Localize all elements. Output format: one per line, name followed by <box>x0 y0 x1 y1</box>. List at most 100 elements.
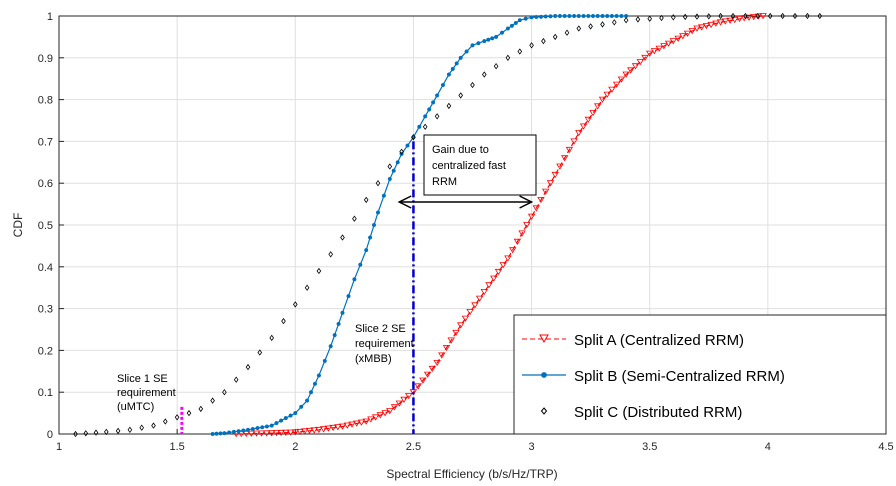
data-point <box>655 45 663 52</box>
data-point <box>584 116 593 123</box>
data-point <box>257 430 266 437</box>
data-point <box>104 428 109 436</box>
data-point <box>588 23 593 30</box>
data-point <box>534 14 539 20</box>
data-point <box>218 431 223 436</box>
gain-annotation-box <box>423 134 537 196</box>
data-point <box>438 352 446 359</box>
data-point <box>367 416 375 423</box>
data-point <box>316 267 322 275</box>
data-point <box>529 15 534 20</box>
data-point <box>310 427 318 434</box>
legend-marker-split-c <box>540 407 548 415</box>
data-point <box>647 15 652 22</box>
data-point <box>404 393 413 400</box>
data-point <box>375 180 381 187</box>
x-tick-label: 2.5 <box>406 441 421 453</box>
data-point <box>334 424 342 431</box>
data-point <box>299 404 304 409</box>
data-point <box>493 63 499 70</box>
data-point <box>600 21 605 28</box>
data-point <box>517 48 523 55</box>
legend-label-split-c: Split C (Distributed RRM) <box>574 404 742 421</box>
data-point <box>593 103 602 110</box>
data-point <box>446 72 451 77</box>
data-point <box>523 16 528 21</box>
data-point <box>523 222 531 229</box>
data-point <box>452 329 460 337</box>
data-point <box>458 55 463 60</box>
x-tick-label: 3.5 <box>642 441 657 453</box>
legend-item-split-b: Split B (Semi-Centralized RRM) <box>522 368 785 385</box>
data-point <box>509 23 514 28</box>
data-point <box>300 428 309 435</box>
data-point <box>612 81 621 88</box>
data-point <box>614 13 619 19</box>
data-point <box>565 146 574 154</box>
data-point <box>115 427 121 435</box>
data-point <box>267 430 276 437</box>
data-point <box>340 310 345 315</box>
data-point <box>570 138 578 145</box>
data-point <box>231 429 236 434</box>
data-point <box>214 431 219 436</box>
data-point <box>233 376 239 383</box>
slice1-line-3: (uMTC) <box>117 401 154 413</box>
series-split-a <box>232 13 767 438</box>
slice2-annotation: Slice 2 SE requirement (xMBB) <box>355 323 414 365</box>
data-point <box>329 424 337 432</box>
data-point <box>743 12 748 20</box>
data-point <box>712 20 720 27</box>
y-tick-label: 0.7 <box>38 136 53 148</box>
data-point <box>293 411 298 416</box>
data-point <box>735 15 744 23</box>
data-point <box>499 262 507 269</box>
data-point <box>635 16 641 23</box>
data-point <box>505 54 511 61</box>
data-point <box>508 247 517 254</box>
data-point <box>405 143 410 148</box>
data-point <box>400 396 408 403</box>
data-point <box>387 176 392 182</box>
data-point <box>324 425 333 432</box>
data-point <box>726 17 734 24</box>
data-point <box>375 210 381 215</box>
legend-label-split-a: Split A (Centralized RRM) <box>574 332 744 349</box>
data-point <box>363 196 369 204</box>
data-point <box>338 423 347 430</box>
data-point <box>464 49 469 54</box>
data-point <box>505 26 510 31</box>
data-point <box>73 430 78 438</box>
data-point <box>745 14 753 21</box>
slice1-line-2: requirement <box>117 387 176 399</box>
data-point <box>697 24 706 31</box>
data-point <box>163 418 168 425</box>
data-point <box>368 235 373 240</box>
data-point <box>548 14 553 19</box>
data-point <box>454 61 459 66</box>
data-point <box>572 13 577 19</box>
legend: Split A (Centralized RRM) Split B (Semi-… <box>513 314 887 435</box>
data-point <box>312 381 318 386</box>
data-point <box>716 19 725 26</box>
y-tick-label: 0 <box>47 429 53 441</box>
data-point <box>581 13 586 19</box>
gain-arrow <box>397 195 534 209</box>
data-point <box>608 86 616 93</box>
data-point <box>631 63 640 70</box>
data-point <box>222 431 227 436</box>
data-point <box>435 93 440 98</box>
data-point <box>308 390 314 395</box>
data-point <box>693 25 701 32</box>
data-point <box>174 414 180 421</box>
x-axis-label: Spectral Efficiency (b/s/Hz/TRP) <box>386 467 557 481</box>
x-tick-label: 3 <box>529 441 535 453</box>
data-point <box>532 205 541 212</box>
data-point <box>262 430 271 437</box>
data-point <box>694 13 700 20</box>
data-point <box>450 66 455 71</box>
slice1-line-1: Slice 1 SE <box>117 373 168 385</box>
data-point <box>186 409 192 417</box>
data-point <box>336 321 341 326</box>
data-point <box>198 405 204 413</box>
